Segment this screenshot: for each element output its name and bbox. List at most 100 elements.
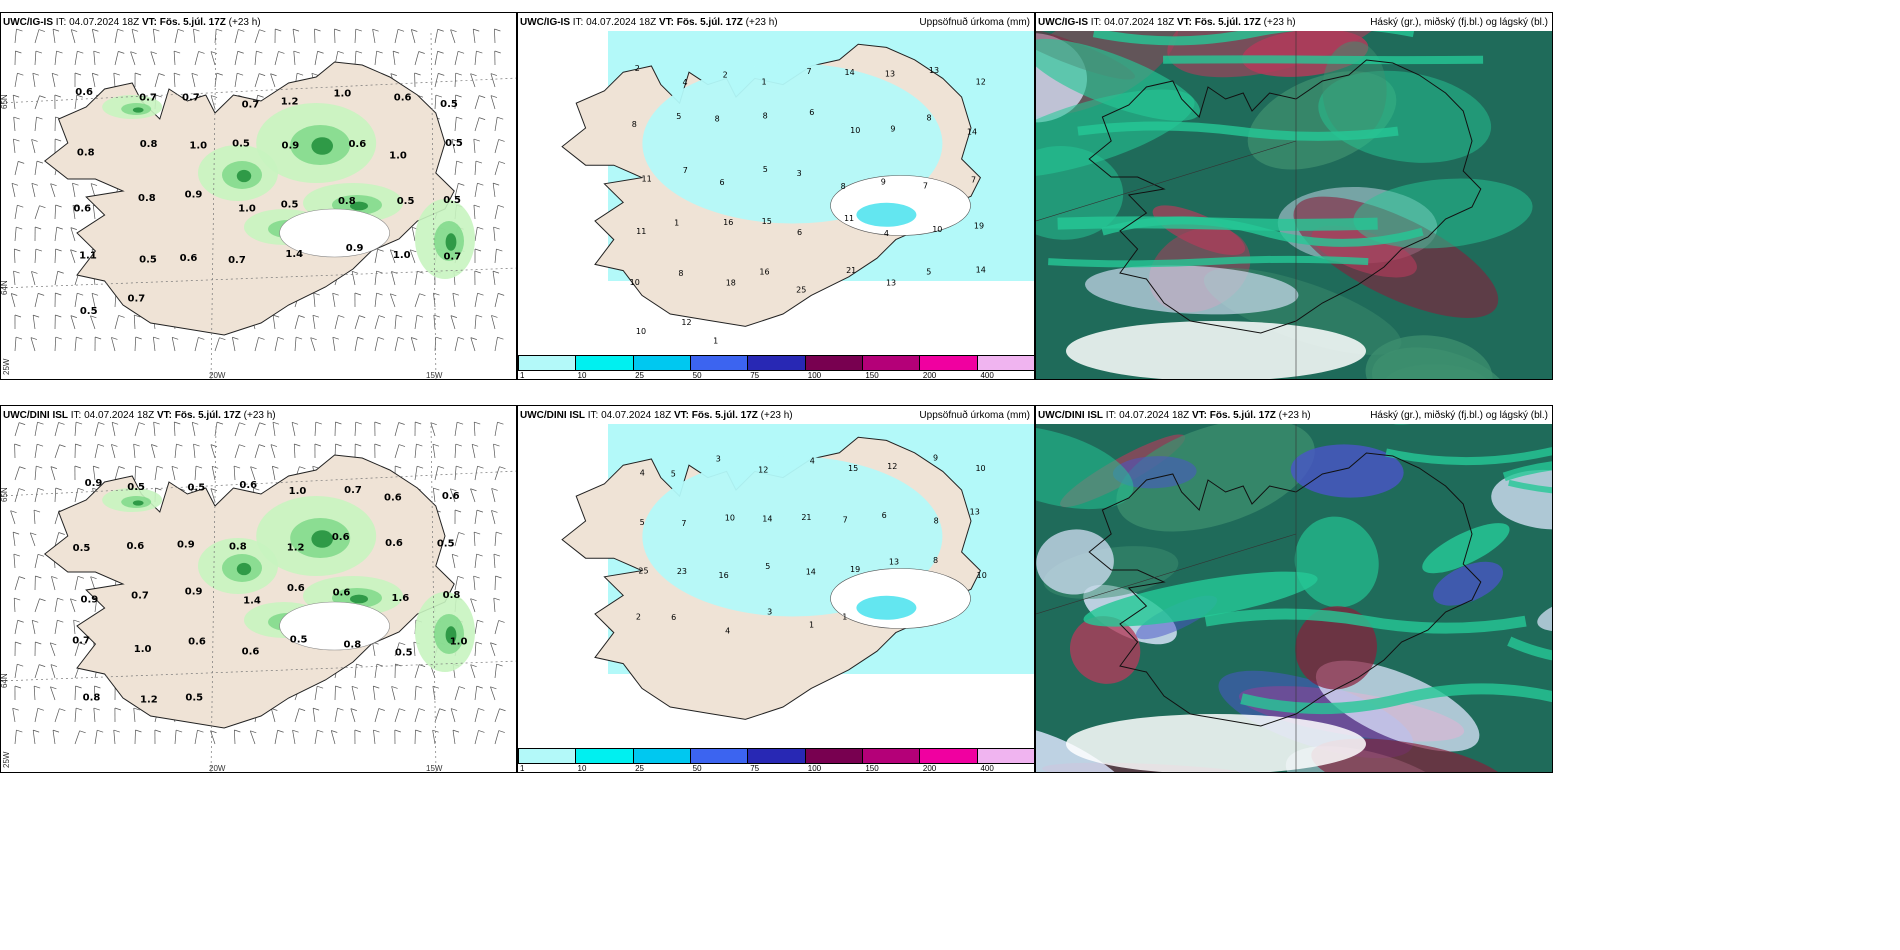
wind-barb (73, 620, 76, 635)
wind-barb-flag (317, 685, 324, 689)
precip-value-label: 14 (806, 568, 816, 577)
wind-barb-flag (33, 314, 40, 318)
wind-barb (394, 708, 400, 723)
wind-barb (173, 422, 176, 437)
wind-barb-flag (374, 443, 381, 447)
wind-barb (430, 422, 436, 437)
wind-barb-flag (490, 642, 497, 646)
wind-barb (234, 422, 240, 437)
wind-barb-flag (391, 271, 398, 274)
wind-barb (94, 422, 99, 437)
model-name: UWC/IG-IS (1038, 17, 1088, 28)
wind-barb-flag (239, 444, 246, 447)
wind-barb (54, 204, 56, 220)
wind-barb (372, 686, 376, 701)
precip-value-label: 2 (635, 64, 640, 73)
wind-barb-flag (134, 72, 142, 76)
wind-barb (154, 73, 160, 88)
precip-value-label: 0.8 (83, 693, 101, 704)
precip-heavy-area (350, 594, 368, 604)
wind-barb (414, 664, 420, 679)
wind-barb-flag (433, 487, 440, 491)
wind-barb (74, 293, 78, 308)
wind-barb-flag (458, 532, 465, 535)
wind-barb (413, 642, 416, 657)
wind-barb (389, 293, 396, 308)
wind-barb (374, 315, 380, 330)
wind-barb-flag (477, 465, 484, 469)
wind-barb (72, 205, 76, 220)
wind-barb-flag (34, 685, 41, 689)
wind-barb-flag (76, 336, 83, 340)
graticule (1, 425, 516, 772)
wind-barb-flag (452, 553, 459, 557)
colorbar-tick: 200 (922, 764, 937, 773)
lead-time: (+23 h) (243, 410, 276, 421)
wind-barb (54, 227, 58, 242)
wind-barb-flag (452, 292, 459, 296)
wind-barb-flag (455, 94, 462, 98)
wind-barb-flag (35, 575, 42, 579)
wind-barb-flag (15, 50, 22, 54)
wind-barb-flag (75, 707, 83, 711)
wind-barb-flag (97, 443, 105, 447)
colorbar-ticks: 1 10 25 50 75 100 150 200 400 (518, 764, 1034, 773)
lon-label: 25W (2, 751, 11, 768)
wind-barb-flag (18, 161, 25, 164)
wind-barb (54, 444, 60, 459)
wind-barb (33, 510, 36, 525)
precip-value-label: 11 (642, 175, 652, 184)
lat-line-65n (1, 77, 516, 104)
wind-barb-flag (272, 421, 280, 425)
wind-barb-flag (491, 315, 498, 318)
precip-panel-row1: UWC/IG-IS IT: 04.07.2024 18Z VT: Fös. 5.… (517, 12, 1035, 380)
wind-barb (474, 117, 480, 132)
panel-header: UWC/DINI ISL IT: 04.07.2024 18Z VT: Fös.… (1038, 410, 1311, 421)
cloud-map (1036, 424, 1552, 772)
wind-barb-flag (295, 336, 303, 340)
wind-barb-flag (54, 94, 61, 98)
wind-barb (174, 444, 177, 459)
wind-barb (31, 183, 36, 198)
wind-barb (494, 139, 499, 154)
panel-header: UWC/IG-IS IT: 04.07.2024 18Z VT: Fös. 5.… (520, 17, 778, 28)
wind-barb (454, 576, 459, 591)
colorbar-segment (862, 356, 921, 370)
wind-barb-flag (232, 336, 239, 340)
wind-barb (113, 73, 116, 88)
wind-barb-flag (337, 707, 344, 711)
wind-barb-flag (493, 553, 501, 557)
wind-barb (210, 488, 216, 503)
wind-barb (14, 730, 17, 745)
wind-barb-flag (415, 421, 422, 425)
wind-barb (490, 73, 496, 88)
wind-barb (394, 315, 397, 330)
precip-value-label: 23 (677, 567, 687, 576)
wind-barb-flag (392, 50, 400, 54)
wind-barb (434, 95, 437, 110)
lon-label: 15W (426, 764, 443, 773)
precip-value-label: 14 (976, 266, 986, 275)
precip-value-label: 0.5 (232, 138, 250, 149)
precip-value-label: 0.6 (442, 491, 460, 502)
wind-barb-flag (118, 315, 125, 318)
wind-barb (30, 337, 36, 352)
wind-barb-flag (133, 443, 140, 447)
low-cloud-band (1163, 55, 1484, 65)
precip-moderate-area (856, 595, 917, 620)
wind-barb-flag (55, 204, 62, 208)
wind-barb-flag (414, 72, 421, 76)
wind-barb (394, 29, 399, 44)
low-cloud-band (1092, 31, 1415, 46)
wind-barb (452, 730, 456, 745)
wind-barb (32, 315, 36, 330)
wind-barb-flag (12, 531, 20, 535)
wind-barb (490, 642, 496, 657)
wind-barb (74, 730, 80, 745)
wind-barb (174, 730, 177, 745)
wind-barb-flag (479, 95, 486, 98)
wind-barb-flag (259, 422, 266, 426)
wind-barb (294, 315, 300, 330)
wind-barb-flag (98, 422, 105, 425)
lead-time: (+23 h) (760, 410, 793, 421)
